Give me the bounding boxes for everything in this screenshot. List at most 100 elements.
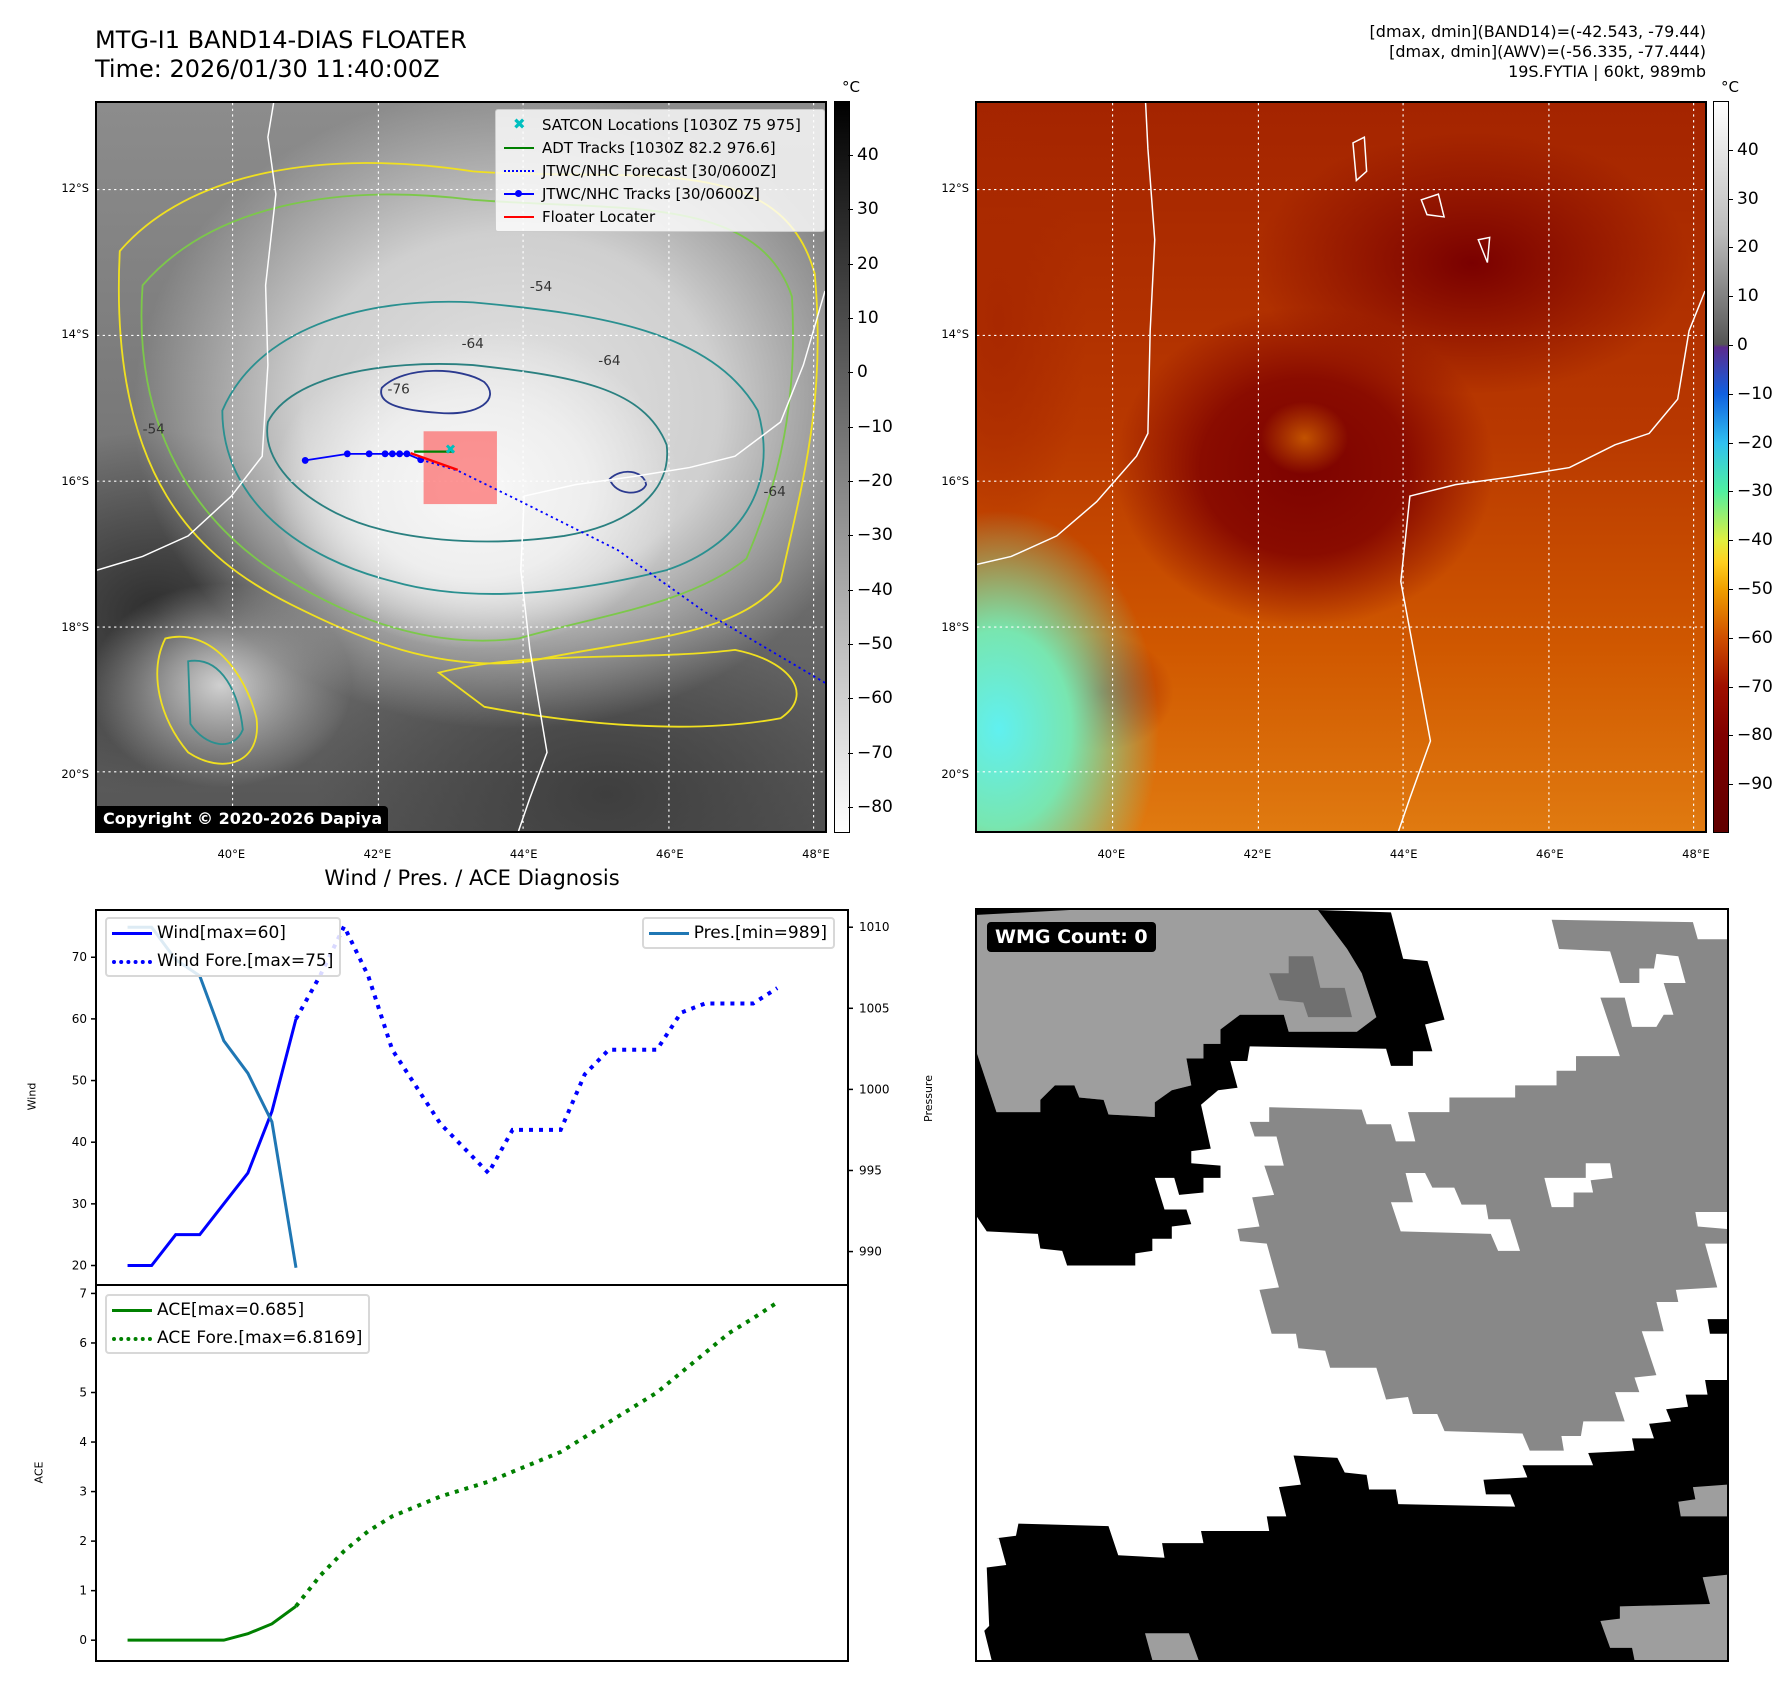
lat-tick-label: 14°S [941, 327, 969, 342]
diagnosis-title: Wind / Pres. / ACE Diagnosis [324, 866, 620, 890]
colorbar-tick-label: 30 [1728, 188, 1759, 209]
legend-ace-forecast: ACE Fore.[max=6.8169] [107, 1324, 368, 1352]
colorbar-tick-label: −60 [848, 688, 893, 709]
colorbar-unit: °C [842, 78, 860, 96]
pressure-axis-label: Pressure [921, 1075, 935, 1122]
legend-label: JTWC/NHC Forecast [30/0600Z] [542, 161, 777, 180]
figure-title: MTG-I1 BAND14-DIAS FLOATER Time: 2026/01… [95, 26, 467, 84]
y-tick-label: 60 [72, 1012, 87, 1026]
y-tick-label: 3 [79, 1485, 87, 1499]
satcon-marker: ✖ [445, 442, 456, 458]
awv-range: [dmax, dmin](AWV)=(-56.335, -77.444) [1389, 42, 1706, 61]
legend-label: ADT Tracks [1030Z 82.2 976.6] [542, 138, 776, 157]
ace-axis-label: ACE [32, 1461, 46, 1484]
legend-jtwc-forecast: JTWC/NHC Forecast [30/0600Z] [496, 159, 824, 182]
wind-pressure-svg: 20 30 40 50 60 70 990 995 1000 1005 1010 [72, 920, 890, 1272]
colorbar-tick-label: 40 [848, 144, 879, 165]
wmg-panel: WMG Count: 0 [975, 908, 1729, 1662]
colorbar-tick-label: −40 [848, 579, 893, 600]
band14-ir-map: -76 -64 -64 -54 -54 -64 ✖ ✖ SATCON Locat… [95, 101, 827, 833]
island [1420, 193, 1446, 218]
wmg-count-badge: WMG Count: 0 [987, 922, 1156, 952]
colorbar-tick-label: −70 [848, 742, 893, 763]
y-tick-label: 20 [72, 1259, 87, 1273]
lon-tick-label: 42°E [1243, 847, 1272, 861]
wind-pressure-plot: 20 30 40 50 60 70 990 995 1000 1005 1010 Wind[max=… [72, 909, 890, 1286]
wmg-region-lightgray [977, 910, 1377, 1117]
y-tick-label: 4 [79, 1435, 87, 1449]
colorbar-tick-label: 10 [848, 307, 879, 328]
y-tick-label: 1 [79, 1584, 87, 1598]
wmg-region-lightgray [1600, 1574, 1727, 1660]
lon-tick-label: 48°E [1682, 847, 1710, 861]
legend-label: SATCON Locations [1030Z 75 975] [542, 115, 801, 134]
contour-navy-2 [608, 470, 648, 494]
y-right-tick-label: 1000 [859, 1082, 890, 1096]
legend-satcon: ✖ SATCON Locations [1030Z 75 975] [496, 113, 824, 136]
map-legend: ✖ SATCON Locations [1030Z 75 975] ADT Tr… [495, 109, 825, 232]
stats-block: [dmax, dmin](BAND14)=(-42.543, -79.44) [… [1370, 22, 1706, 82]
x-marker-icon: ✖ [513, 114, 526, 133]
legend-label: ACE Fore.[max=6.8169] [157, 1328, 363, 1348]
solid-line-icon [496, 207, 542, 227]
wmg-region-white [1390, 1172, 1521, 1251]
y-tick-label: 70 [72, 950, 87, 964]
y-tick-label: 40 [72, 1135, 87, 1149]
wmg-region-lightgray [1145, 1633, 1199, 1660]
lat-tick-label: 12°S [61, 181, 89, 196]
series-line-pres- [127, 925, 298, 1269]
ace-svg: 0 1 2 3 4 5 6 7 [79, 1286, 779, 1647]
title-product: MTG-I1 BAND14-DIAS FLOATER [95, 26, 467, 54]
lat-tick-label: 18°S [941, 620, 969, 635]
title-time: Time: 2026/01/30 11:40:00Z [95, 55, 440, 83]
track-layer: ✖ [301, 431, 825, 684]
lon-tick-label: 42°E [363, 847, 392, 861]
legend-jtwc-tracks: JTWC/NHC Tracks [30/0600Z] [496, 182, 824, 205]
series-line-ace-fore- [294, 1300, 779, 1608]
lat-tick-label: 20°S [61, 766, 89, 781]
legend-floater: Floater Locater [496, 205, 824, 228]
colorbar-unit: °C [1721, 78, 1739, 96]
wmg-region-darkgray [1269, 956, 1352, 1018]
awv-map [975, 101, 1707, 833]
lat-tick-label: 20°S [941, 766, 969, 781]
y-tick-label: 2 [79, 1534, 87, 1548]
jtwc-track-point [365, 450, 373, 458]
contour-navy [380, 369, 491, 415]
colorbar-tick-label: −90 [1728, 774, 1773, 795]
floater-box [423, 431, 497, 505]
band14-colorbar [834, 101, 850, 833]
series-line-wind-fore- [294, 921, 779, 1177]
legend-pressure: Pres.[min=989] [644, 919, 833, 947]
lat-tick-label: 16°S [941, 473, 969, 488]
legend-ace: ACE[max=0.685] [107, 1296, 368, 1324]
y-tick-label: 5 [79, 1386, 87, 1400]
legend-label: Floater Locater [542, 207, 656, 226]
contour-yellow-3 [436, 648, 798, 728]
colorbar-tick-label: 20 [1728, 237, 1759, 258]
lon-tick-label: 46°E [656, 847, 684, 861]
lat-tick-label: 18°S [61, 620, 89, 635]
lon-tick-label: 48°E [802, 847, 830, 861]
legend-wind: Wind[max=60] [107, 919, 339, 947]
lon-tick-label: 46°E [1536, 847, 1564, 861]
legend-label: Wind Fore.[max=75] [157, 951, 334, 971]
legend-label: Pres.[min=989] [693, 923, 827, 943]
wmg-region-black [977, 910, 1445, 1266]
wmg-region-black [984, 1379, 1727, 1660]
wmg-region-white [1544, 1163, 1613, 1208]
colorbar-tick-label: 0 [848, 362, 868, 383]
colorbar-tick-label: 0 [1728, 334, 1748, 355]
legend-adt: ADT Tracks [1030Z 82.2 976.6] [496, 136, 824, 159]
contour-label: -76 [388, 382, 410, 398]
lat-tick-label: 16°S [61, 473, 89, 488]
dotted-line-icon [496, 161, 542, 181]
contour-teal-inner [266, 363, 669, 543]
colorbar-tick-label: 20 [848, 253, 879, 274]
island [1477, 236, 1491, 263]
y-tick-label: 7 [79, 1286, 87, 1300]
colorbar-tick-label: −10 [1728, 383, 1773, 404]
contour-label: -54 [143, 421, 165, 437]
y-right-tick-label: 990 [859, 1245, 882, 1259]
contour-green [140, 193, 794, 642]
